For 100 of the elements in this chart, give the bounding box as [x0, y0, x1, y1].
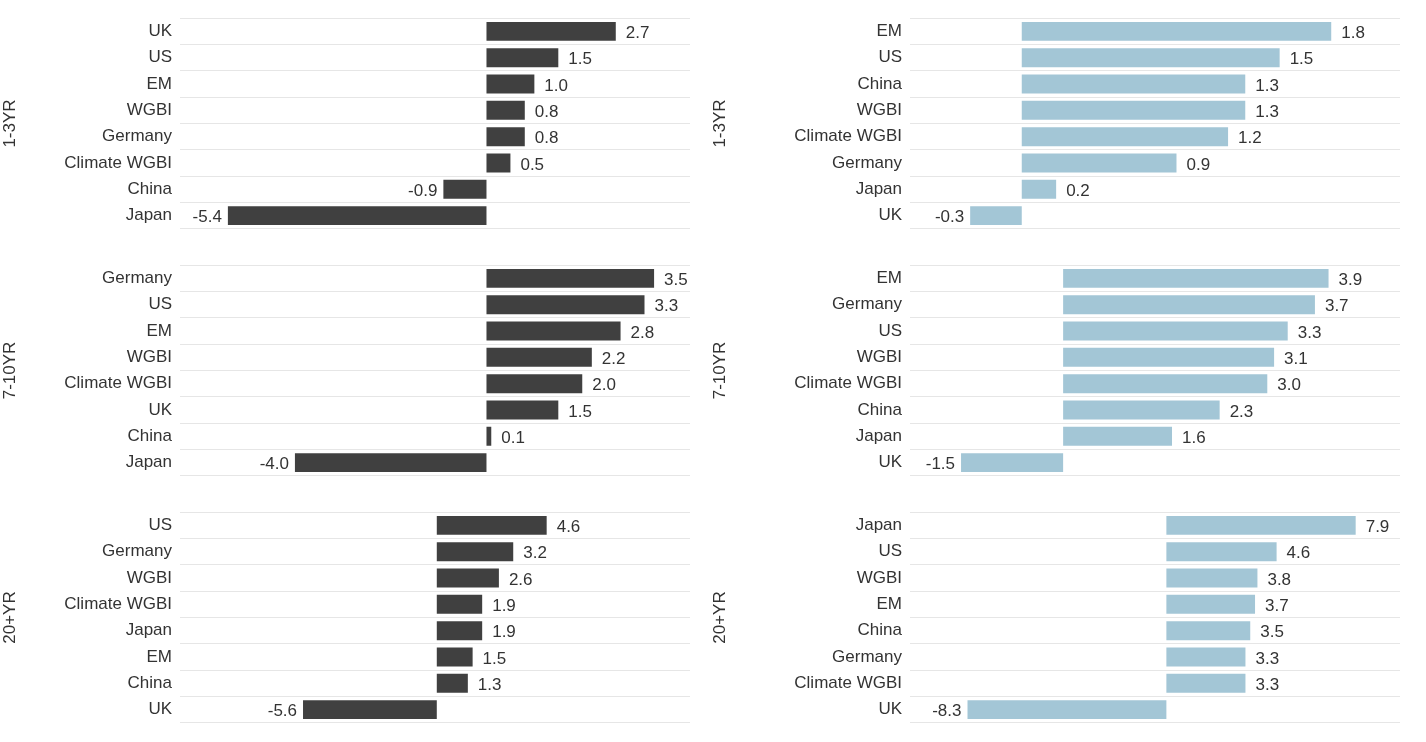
data-label: 1.0 — [544, 75, 569, 95]
y-axis-title: 1-3YR — [709, 99, 729, 148]
data-label: 1.6 — [1182, 428, 1206, 447]
data-label: 1.5 — [482, 648, 507, 668]
bar — [486, 295, 645, 315]
bar — [1166, 673, 1246, 693]
y-tick-label: UK — [878, 452, 903, 472]
bar — [436, 594, 483, 614]
y-tick-label: China — [127, 179, 173, 198]
y-tick-label: Climate WGBI — [794, 373, 902, 393]
y-tick-label: EM — [146, 73, 172, 93]
bar — [1021, 21, 1332, 41]
y-tick-label: WGBI — [126, 567, 172, 587]
bar — [303, 700, 437, 720]
y-tick-label: UK — [878, 699, 903, 719]
data-label: 3.7 — [1265, 596, 1289, 616]
data-label: 2.8 — [630, 322, 655, 342]
y-tick-label: Japan — [125, 452, 172, 472]
data-label: 0.2 — [1066, 181, 1090, 200]
y-tick-label: US — [148, 515, 172, 535]
bar — [436, 542, 514, 562]
data-label: -5.6 — [267, 701, 298, 721]
y-tick-label: US — [148, 47, 172, 67]
y-tick-label: Climate WGBI — [64, 152, 172, 172]
bar — [1021, 74, 1246, 94]
y-tick-label: Japan — [125, 620, 172, 640]
y-axis-title: 1-3YR — [0, 99, 19, 148]
y-tick-label: Japan — [855, 179, 902, 198]
bar — [1021, 48, 1280, 68]
y-tick-label: US — [148, 294, 172, 314]
bar — [961, 453, 1064, 473]
bar — [443, 179, 487, 199]
y-tick-label: China — [127, 426, 173, 445]
data-label: 0.8 — [534, 128, 559, 148]
bar — [1166, 594, 1256, 614]
data-label: -8.3 — [932, 701, 962, 721]
bar — [486, 426, 492, 446]
y-tick-label: China — [857, 399, 903, 419]
data-label: 3.0 — [1277, 375, 1301, 395]
bar — [967, 700, 1167, 720]
bar — [1021, 100, 1246, 120]
y-tick-label: Climate WGBI — [64, 594, 172, 614]
bar — [436, 673, 468, 693]
bar — [1063, 321, 1288, 341]
y-tick-label: Japan — [855, 515, 902, 535]
bar — [486, 74, 535, 94]
data-label: 1.3 — [1255, 75, 1279, 95]
data-label: 2.0 — [592, 375, 616, 395]
y-tick-label: China — [857, 73, 903, 93]
y-tick-label: WGBI — [856, 567, 902, 587]
bar — [486, 400, 559, 420]
bar — [436, 647, 473, 667]
data-label: 3.9 — [1338, 270, 1363, 290]
data-label: 1.5 — [1289, 49, 1314, 69]
y-tick-label: Germany — [832, 294, 903, 314]
bar — [486, 347, 592, 367]
data-label: 3.5 — [1260, 622, 1284, 642]
data-label: 3.3 — [1297, 322, 1322, 342]
bar — [486, 21, 616, 41]
data-label: 1.5 — [568, 49, 592, 69]
y-tick-label: EM — [876, 21, 902, 41]
bar — [1063, 347, 1275, 367]
y-tick-label: Germany — [102, 268, 173, 288]
bar — [486, 100, 525, 120]
data-label: -5.4 — [192, 207, 222, 227]
y-tick-label: US — [878, 541, 902, 561]
data-label: 0.1 — [501, 428, 525, 447]
data-label: 4.6 — [1286, 543, 1311, 563]
y-tick-label: EM — [146, 320, 172, 340]
y-axis-title: 7-10YR — [709, 341, 729, 400]
y-tick-label: Germany — [102, 541, 173, 561]
data-label: 1.2 — [1238, 128, 1262, 148]
bar — [1166, 568, 1258, 588]
data-label: 7.9 — [1365, 517, 1390, 537]
bar — [486, 321, 621, 341]
bar — [1166, 647, 1246, 667]
data-label: 0.5 — [520, 154, 545, 174]
y-tick-label: US — [878, 320, 902, 340]
bar — [1021, 127, 1229, 147]
y-tick-label: UK — [148, 21, 173, 41]
y-tick-label: EM — [876, 594, 902, 614]
data-label: 1.9 — [492, 622, 516, 642]
bar — [436, 515, 547, 535]
data-label: 3.7 — [1324, 296, 1349, 316]
data-label: 1.3 — [1255, 102, 1279, 122]
bar — [227, 206, 487, 226]
bar — [436, 568, 499, 588]
data-label: 0.8 — [534, 102, 559, 122]
data-label: -0.3 — [934, 207, 965, 227]
y-tick-label: UK — [878, 205, 903, 225]
data-label: 1.5 — [568, 401, 592, 421]
y-tick-label: WGBI — [126, 100, 172, 120]
data-label: -4.0 — [259, 454, 289, 474]
bar — [1063, 268, 1329, 288]
y-tick-label: Climate WGBI — [794, 126, 902, 146]
y-tick-label: Germany — [832, 152, 903, 172]
y-tick-label: China — [857, 620, 903, 640]
data-label: 4.6 — [556, 517, 581, 537]
y-tick-label: WGBI — [126, 347, 172, 367]
data-label: 3.1 — [1284, 349, 1308, 369]
